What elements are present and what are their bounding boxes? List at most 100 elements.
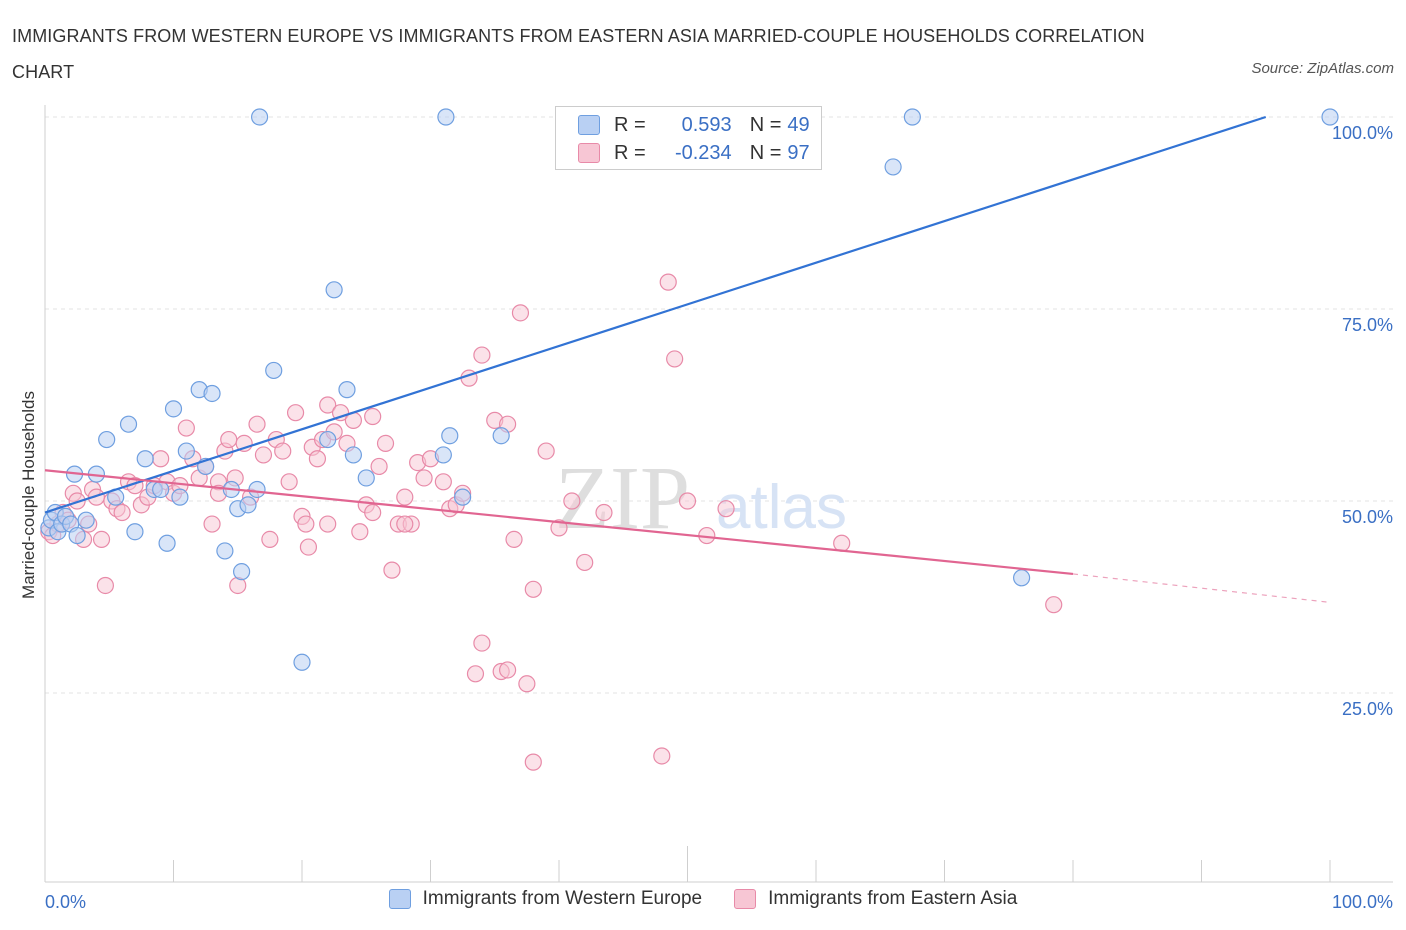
pink-point-54	[351, 523, 369, 541]
source-label: Source: ZipAtlas.com	[1251, 60, 1394, 77]
legend-r-label: R =	[614, 113, 646, 136]
blue-point-40	[441, 427, 459, 445]
blue-point-46	[903, 108, 921, 126]
pink-point-56	[364, 503, 382, 522]
pink-point-99	[833, 534, 851, 552]
blue-point-33	[293, 653, 311, 671]
y-tick-labels: 100.0% 75.0% 50.0% 25.0%	[1332, 123, 1393, 719]
blue-point-39	[434, 446, 452, 464]
blue-point-37	[344, 446, 362, 464]
pink-point-75	[511, 304, 530, 322]
legend-n-label: N =	[749, 141, 782, 164]
blue-point-36	[338, 381, 356, 399]
pink-point-11	[92, 530, 111, 549]
legend-swatch-pink	[734, 889, 757, 909]
blue-point-31	[250, 108, 269, 126]
y-tick-label-3: 25.0%	[1342, 699, 1393, 719]
pink-point-98	[653, 747, 671, 765]
blue-point-21	[177, 442, 195, 460]
axes	[44, 105, 1393, 883]
pink-point-84	[678, 492, 697, 510]
pink-point-91	[396, 515, 414, 533]
pink-point-29	[203, 515, 221, 533]
legend-row-eastern-asia: R = -0.234 N = 97	[578, 139, 810, 167]
series-western-europe-points	[40, 108, 1339, 671]
blue-point-42	[492, 427, 510, 445]
trend-line-eastern-asia-extension	[1072, 573, 1331, 603]
stats-legend: R = 0.593 N = 49 R = -0.234 N = 97	[555, 106, 822, 170]
pink-point-83	[666, 350, 684, 368]
blue-point-24	[203, 384, 221, 403]
pink-point-15	[113, 503, 131, 522]
pink-point-79	[563, 492, 581, 510]
blue-point-20	[171, 488, 189, 506]
legend-n-label: N =	[749, 113, 782, 136]
blue-point-43	[437, 108, 455, 126]
pink-point-86	[717, 500, 735, 518]
legend-label-western-europe: Immigrants from Western Europe	[422, 888, 703, 909]
legend-swatch-pink	[578, 143, 600, 163]
pink-point-49	[319, 396, 337, 414]
legend-r-value: -0.234	[674, 141, 732, 164]
legend-r-value: 0.593	[681, 113, 732, 136]
blue-point-14	[126, 523, 144, 541]
blue-point-9	[77, 511, 95, 529]
y-tick-label-1: 75.0%	[1342, 315, 1393, 335]
pink-point-37	[248, 415, 266, 433]
pink-point-81	[595, 503, 613, 522]
pink-point-12	[96, 576, 114, 595]
legend-n-value: 97	[787, 141, 810, 164]
y-tick-label-2: 50.0%	[1342, 507, 1393, 527]
pink-point-90	[364, 407, 382, 426]
y-tick-label-0: 100.0%	[1332, 123, 1393, 143]
trend-lines	[44, 115, 1331, 603]
blue-point-34	[319, 430, 337, 449]
series-eastern-asia-points	[40, 273, 1063, 771]
blue-point-47	[1321, 108, 1339, 126]
pink-point-80	[576, 553, 594, 572]
legend-swatch-blue	[388, 889, 411, 909]
blue-point-13	[119, 415, 138, 433]
pink-point-88	[299, 538, 318, 556]
pink-point-96	[518, 675, 536, 693]
pink-point-66	[434, 473, 452, 491]
x-tick-label-right: 100.0%	[1332, 892, 1393, 912]
legend-swatch-blue	[578, 115, 600, 135]
blue-point-28	[233, 563, 251, 581]
pink-point-89	[319, 515, 337, 533]
trend-line-western-europe	[44, 115, 1267, 514]
legend-label-eastern-asia: Immigrants from Eastern Asia	[768, 888, 1018, 909]
blue-point-29	[239, 496, 257, 514]
blue-point-41	[454, 488, 472, 506]
legend-item-eastern-asia[interactable]: Immigrants from Eastern Asia	[734, 888, 1017, 910]
pink-point-45	[297, 515, 315, 533]
pink-point-21	[152, 450, 170, 468]
legend-row-western-europe: R = 0.593 N = 49	[578, 111, 810, 139]
pink-point-92	[466, 665, 485, 683]
pink-point-100	[1045, 596, 1063, 614]
pink-point-41	[274, 442, 292, 460]
pink-point-51	[331, 404, 350, 422]
legend-item-western-europe[interactable]: Immigrants from Western Europe	[388, 888, 703, 910]
pink-point-47	[308, 450, 327, 468]
blue-point-17	[152, 480, 170, 499]
legend-r-label: R =	[614, 141, 646, 164]
pink-point-74	[505, 530, 523, 549]
series-legend: Immigrants from Western Europe Immigrant…	[0, 888, 1406, 910]
blue-point-35	[325, 281, 343, 299]
pink-point-42	[280, 473, 298, 491]
pink-point-71	[473, 346, 491, 364]
blue-point-32	[265, 361, 283, 380]
blue-point-48	[1012, 569, 1031, 587]
blue-point-30	[248, 480, 266, 499]
x-tick-label-left: 0.0%	[45, 892, 86, 912]
pink-point-82	[659, 273, 677, 291]
gridlines	[45, 116, 1393, 694]
pink-point-93	[473, 634, 491, 652]
blue-point-8	[68, 526, 86, 545]
pink-point-57	[370, 457, 388, 476]
pink-point-64	[415, 469, 433, 487]
pink-point-59	[383, 561, 401, 579]
pink-point-77	[537, 442, 555, 460]
pink-point-38	[254, 446, 273, 464]
